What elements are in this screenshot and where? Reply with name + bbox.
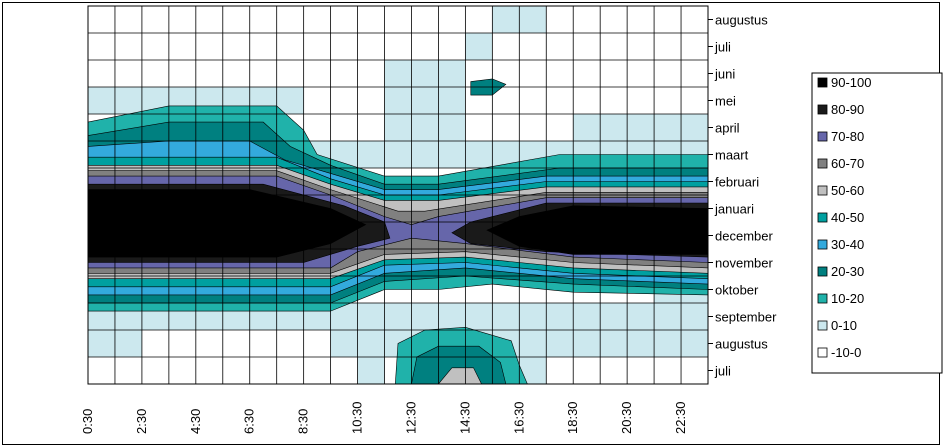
legend-swatch xyxy=(817,239,828,250)
band-90-100-right xyxy=(486,205,709,255)
legend-swatch xyxy=(817,131,828,142)
band-0-10-region xyxy=(573,114,708,141)
legend-label: 40-50 xyxy=(831,210,864,225)
legend-swatch xyxy=(817,185,828,196)
legend-label: 30-40 xyxy=(831,237,864,252)
x-axis-labels: 0:30 2:30 4:30 6:30 8:30 10:30 12:30 14:30 16:30… xyxy=(80,401,688,434)
legend-swatch xyxy=(817,320,828,331)
x-tick-label: 10:30 xyxy=(350,401,365,434)
y-tick-label: september xyxy=(715,310,777,325)
x-tick-label: 2:30 xyxy=(134,409,149,434)
grid-lines xyxy=(87,5,709,385)
band-90-100-left xyxy=(87,189,367,258)
y-tick-label: augustus xyxy=(715,337,768,352)
x-tick-label: 12:30 xyxy=(403,401,418,434)
y-tick-label: januari xyxy=(714,202,754,217)
legend-swatch xyxy=(817,266,828,277)
legend-label: 60-70 xyxy=(831,156,864,171)
y-tick-label: augustus xyxy=(715,13,768,28)
legend-swatch xyxy=(817,104,828,115)
x-tick-label: 20:30 xyxy=(619,401,634,434)
x-tick-label: 18:30 xyxy=(565,401,580,434)
y-tick-label: november xyxy=(715,256,773,271)
x-tick-label: 4:30 xyxy=(188,409,203,434)
legend-label: 50-60 xyxy=(831,183,864,198)
y-axis-labels: juli augustus september oktober november dece… xyxy=(708,13,777,379)
y-tick-label: maart xyxy=(715,148,749,163)
y-tick-label: juni xyxy=(714,67,735,82)
legend-label: 90-100 xyxy=(831,75,871,90)
y-tick-label: juli xyxy=(714,40,731,55)
y-tick-label: oktober xyxy=(715,283,759,298)
legend-swatch xyxy=(817,347,828,358)
legend-swatch xyxy=(817,293,828,304)
legend: 90-100 80-90 70-80 60-70 50-60 40-50 30-40 20-3… xyxy=(811,72,943,374)
legend-label: 70-80 xyxy=(831,129,864,144)
legend-label: 80-90 xyxy=(831,102,864,117)
y-tick-label: februari xyxy=(715,175,759,190)
x-tick-label: 0:30 xyxy=(80,409,95,434)
x-tick-label: 22:30 xyxy=(673,401,688,434)
x-tick-label: 16:30 xyxy=(511,401,526,434)
x-tick-label: 8:30 xyxy=(296,409,311,434)
y-tick-label: mei xyxy=(715,94,736,109)
x-tick-label: 14:30 xyxy=(457,401,472,434)
x-tick-label: 6:30 xyxy=(242,409,257,434)
band-0-10-region xyxy=(384,60,466,141)
y-tick-label: december xyxy=(715,229,773,244)
legend-label: 20-30 xyxy=(831,264,864,279)
legend-label: 10-20 xyxy=(831,291,864,306)
legend-box xyxy=(811,72,943,374)
y-tick-label: juli xyxy=(714,364,731,379)
legend-swatch xyxy=(817,77,828,88)
legend-swatch xyxy=(817,212,828,223)
band-0-10-region xyxy=(465,33,493,60)
legend-swatch xyxy=(817,158,828,169)
legend-label: -10-0 xyxy=(831,345,861,360)
legend-label: 0-10 xyxy=(831,318,857,333)
y-tick-label: april xyxy=(715,121,740,136)
